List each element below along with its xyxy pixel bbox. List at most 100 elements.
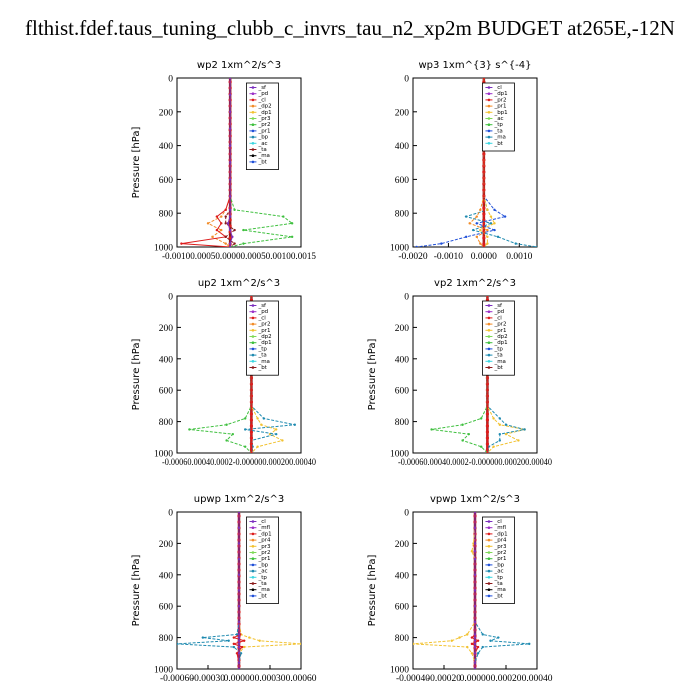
plot-frame [176,77,302,248]
legend-label: _tp [493,346,503,352]
series-point-cl [482,208,486,212]
legend-label: _tp [257,346,267,352]
series-point-cl [237,652,241,655]
series-point-tp [293,423,296,426]
legend-label: _pr2 [257,322,270,328]
legend-label: _cl [493,519,502,525]
series-point-dp1 [461,439,464,442]
x-tick-label: -0.0010 [434,252,464,262]
legend-label: _cl [257,519,266,525]
legend-label: _cl [493,315,502,321]
series-point-pr2 [256,417,259,420]
legend-label: _tp [493,575,503,581]
legend-marker [487,86,491,89]
legend-marker [487,520,491,523]
series-point-pd [228,161,232,164]
legend-label: _ta [257,353,266,359]
series-point-dp1 [461,423,464,426]
series-point-pr1 [493,222,496,225]
series-point-cl [486,423,489,426]
panel-title: wp3 1xm^{3} s^{-4} [418,60,531,71]
series-point-dp1 [225,423,228,426]
series-point-tp [493,228,496,232]
series-point-tp [262,417,265,420]
series-point-pr2 [492,417,495,420]
legend-label: _pr2 [493,322,506,328]
series-point-cl [237,645,241,649]
legend-marker [487,111,491,114]
chart-panel-1: wp2 1xm^2/s^3 Pressure [hPa] 0 200 400 600 800… [131,60,316,262]
series-point-cl [473,642,477,646]
y-tick-label: 0 [404,509,409,519]
series-line-tp [177,512,242,669]
legend-label: _bt [493,593,503,599]
series-point-dp1 [225,439,228,442]
y-axis-label: Pressure [hPa] [367,555,378,627]
series-line-dp2 [181,78,231,247]
y-tick-label: 400 [159,142,174,152]
series-point-cl [486,451,489,453]
legend-marker [487,545,491,548]
panel-title: up2 1xm^2/s^3 [198,278,280,289]
y-tick-label: 600 [395,176,410,186]
legend-label: _ma [493,135,505,141]
series-point-dp1 [220,215,223,218]
legend-label: _pd [257,91,268,97]
series-line-pr2 [413,512,476,669]
series-point-dp1 [430,428,433,431]
series-point-cl [486,404,489,408]
series-point-pd [228,110,232,114]
x-tick-label: 0.00020 [491,674,522,684]
series-point-cl [250,451,253,453]
series-point-tp [201,636,205,639]
legend-marker [487,310,491,314]
y-tick-label: 400 [159,571,174,581]
legend-label: _sf [257,85,267,91]
legend-label: _pd [493,309,504,315]
series-point-tp [528,642,531,646]
series-point-cl [482,228,486,232]
series-point-cl [482,78,486,80]
legend-marker [487,538,491,542]
legend-marker [251,526,255,529]
legend-marker [487,341,491,345]
series-point-ac [535,245,537,247]
series-point-dp1 [188,428,191,431]
legend-label: _sf [493,303,503,309]
series-point-dp1 [235,652,239,655]
series-point-cl [473,542,477,545]
series-point-pd [226,222,230,225]
legend-marker [487,526,491,529]
x-tick-label: -0.00060.00040.0002-0.000000.000200.0004… [398,458,552,468]
series-point-pr2 [258,639,261,642]
series-point-cl [250,428,253,431]
legend-marker [487,304,491,307]
y-tick-label: 0 [168,293,173,303]
series-point-cl [486,439,489,442]
series-point-tp [498,432,501,436]
series-point-pr2 [479,208,482,212]
series-point-tp [497,636,500,639]
legend-marker [251,538,255,542]
series-point-dp2 [220,222,223,225]
series-point-cl [473,639,477,642]
series-point-pr1 [479,228,482,232]
y-tick-label: 200 [159,324,174,334]
series-point-cl [237,557,241,561]
legend-marker [487,353,491,357]
legend-label: _pr2 [257,550,270,556]
series-point-cl [237,589,241,592]
y-tick-label: 400 [159,355,174,365]
legend-marker [487,316,491,320]
series-line-dp1 [431,296,488,453]
series-point-pd [231,235,234,239]
series-point-cl [237,573,241,576]
series-point-dp1 [242,639,246,642]
legend-marker [251,557,255,560]
series-point-cl [473,550,477,553]
legend-marker [251,111,255,114]
series-point-dp1 [480,445,483,448]
series-point-cl [237,620,241,624]
series-point-pr2 [475,235,478,239]
legend-label: _ma [257,587,269,593]
